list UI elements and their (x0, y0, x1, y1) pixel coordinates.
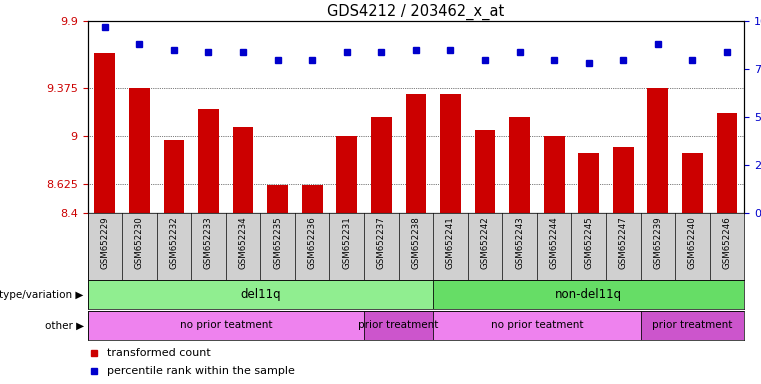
Bar (336, 136, 357, 213)
Text: GSM652243: GSM652243 (515, 217, 524, 269)
Text: genotype/variation ▶: genotype/variation ▶ (0, 290, 84, 300)
Text: GSM652246: GSM652246 (722, 217, 731, 269)
Text: GSM652242: GSM652242 (480, 217, 489, 269)
Bar (613, 147, 634, 213)
Text: GSM652230: GSM652230 (135, 217, 144, 269)
Bar (88, 280, 433, 309)
Text: GSM652239: GSM652239 (654, 217, 662, 269)
Bar (129, 88, 150, 213)
Bar (267, 185, 288, 213)
Text: prior treatment: prior treatment (358, 320, 439, 331)
Bar (164, 140, 184, 213)
Bar (682, 153, 702, 213)
Text: GSM652229: GSM652229 (100, 217, 110, 269)
Bar (648, 88, 668, 213)
Text: GSM652233: GSM652233 (204, 217, 213, 269)
Text: GSM652237: GSM652237 (377, 217, 386, 269)
Text: GSM652238: GSM652238 (412, 217, 420, 269)
Text: prior treatment: prior treatment (652, 320, 733, 331)
Text: GSM652247: GSM652247 (619, 217, 628, 269)
Bar (433, 311, 641, 340)
Bar (406, 94, 426, 213)
Text: transformed count: transformed count (107, 348, 211, 358)
Bar (371, 117, 392, 213)
Bar (94, 53, 115, 213)
Text: percentile rank within the sample: percentile rank within the sample (107, 366, 295, 376)
Bar (717, 113, 737, 213)
Bar (88, 311, 364, 340)
Text: GSM652231: GSM652231 (342, 217, 352, 269)
Bar (302, 185, 323, 213)
Bar (233, 127, 253, 213)
Text: GSM652236: GSM652236 (307, 217, 317, 269)
Bar (509, 117, 530, 213)
Bar (433, 280, 744, 309)
Text: no prior teatment: no prior teatment (180, 320, 272, 331)
Bar (544, 136, 565, 213)
Bar (475, 130, 495, 213)
Text: other ▶: other ▶ (45, 320, 84, 331)
Bar (198, 109, 219, 213)
Bar (440, 94, 461, 213)
Bar (641, 311, 744, 340)
Text: GSM652234: GSM652234 (238, 217, 247, 269)
Text: no prior teatment: no prior teatment (491, 320, 583, 331)
Title: GDS4212 / 203462_x_at: GDS4212 / 203462_x_at (327, 3, 505, 20)
Text: del11q: del11q (240, 288, 281, 301)
Text: non-del11q: non-del11q (556, 288, 622, 301)
Text: GSM652232: GSM652232 (170, 217, 178, 269)
Text: GSM652241: GSM652241 (446, 217, 455, 269)
Bar (578, 153, 599, 213)
Text: GSM652245: GSM652245 (584, 217, 594, 269)
Text: GSM652235: GSM652235 (273, 217, 282, 269)
Text: GSM652244: GSM652244 (549, 217, 559, 269)
Text: GSM652240: GSM652240 (688, 217, 697, 269)
Bar (364, 311, 433, 340)
